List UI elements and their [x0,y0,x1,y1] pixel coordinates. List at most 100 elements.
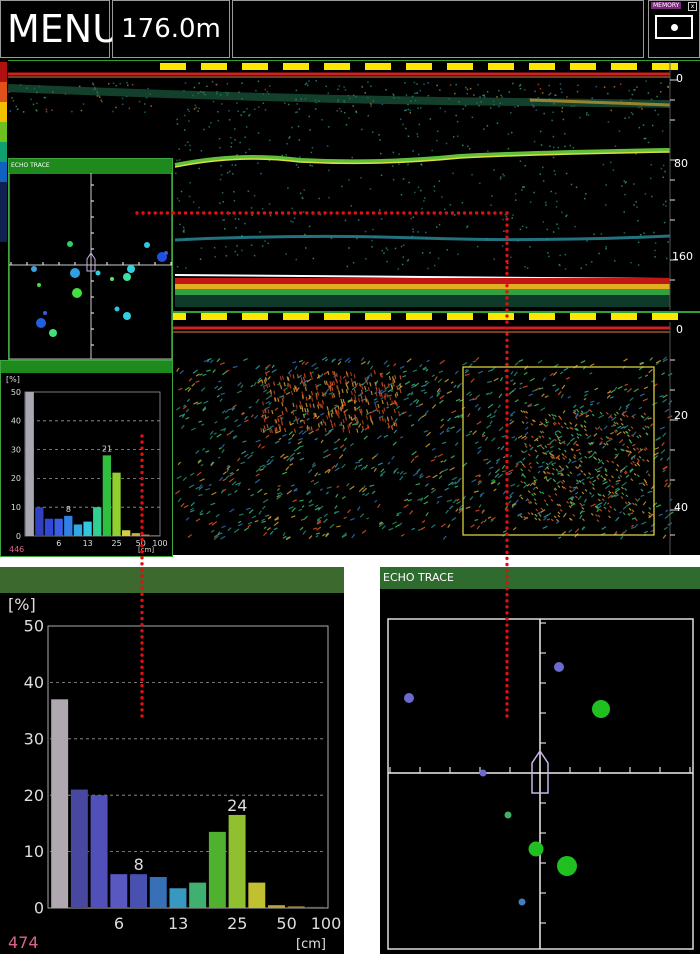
echo-trace-plot [380,589,700,954]
scale-dash [611,313,637,320]
histogram-bar [54,518,63,536]
scale-dash [570,63,596,70]
scale-dash [488,63,514,70]
scale-line-lower [160,313,678,320]
scale-dash [529,63,555,70]
range-display[interactable]: 176.0m [112,0,230,58]
small-echo-trace-panel: ECHO TRACE [8,158,173,360]
x-tick-label: 100 [311,914,342,933]
histogram-bar [64,515,73,536]
scale-dash [201,63,227,70]
y-tick-label: 50 [11,388,21,397]
boat-icon [531,749,549,794]
histogram-bar [110,874,128,908]
scale-line-upper [160,63,678,70]
scale-dash [447,313,473,320]
echo-trace-title: ECHO TRACE [380,567,700,589]
y-tick-label: 10 [24,842,44,861]
record-dot-icon [671,24,678,31]
echo-trace-panel: ECHO TRACE [380,567,700,954]
histogram-bar [102,455,112,536]
histogram-bar [268,905,285,908]
scale-dash [652,313,678,320]
scale-dash [365,63,391,70]
depth-scale [670,79,678,536]
histogram-bar [25,392,34,536]
big-hist-y-unit: [%] [8,595,36,614]
y-tick-label: 0 [16,532,21,541]
y-tick-label: 20 [11,474,21,483]
memory-button[interactable] [655,15,693,39]
histogram-bars [51,699,325,908]
histogram-bar [141,534,150,536]
histogram-bar [307,906,325,908]
menu-button[interactable]: MENU [0,0,120,58]
small-size-histogram-panel: [%] 50 40 30 20 10 0 6 13 25 50 100 [cm] 446 8 21 [0,360,173,557]
scale-dash [488,313,514,320]
close-icon[interactable]: x [688,2,697,11]
scale-dash [447,63,473,70]
scale-dash [406,313,432,320]
scale-dash [160,63,186,70]
y-tick-label: 10 [11,503,21,512]
big-hist-count: 474 [8,933,39,952]
zoom-box[interactable] [462,366,655,536]
y-tick-label: 30 [11,445,21,454]
depth-label-upper-160: 160 [672,250,693,263]
scale-dash [652,63,678,70]
status-panel [232,0,644,58]
scale-dash [324,63,350,70]
scale-dash [242,63,268,70]
lower-echogram [160,313,678,555]
x-tick-label: 13 [168,914,188,933]
callout-lines [135,211,509,718]
scale-dash [201,313,227,320]
depth-label-lower-0: 0 [676,323,683,336]
scale-dash [529,313,555,320]
x-tick-label: 6 [114,914,124,933]
histogram-bar [189,882,207,908]
big-hist-x-unit: [cm] [296,937,326,952]
depth-label-lower-40: 40 [674,501,688,514]
histogram-bar [90,795,108,908]
y-tick-label: 20 [24,786,44,805]
x-tick-label: 25 [227,914,247,933]
histogram-bar [248,882,266,908]
scale-dash [242,313,268,320]
scale-dash [365,313,391,320]
histogram-bar [287,906,305,908]
scale-dash [283,313,309,320]
scale-dash [324,313,350,320]
depth-label-upper-0: 0 [676,72,683,85]
histogram-bar [130,874,147,908]
histogram-bar [169,888,187,908]
upper-echogram [7,60,700,313]
small-histogram-titlebar [1,361,172,373]
histogram-bar [228,814,246,908]
bar-peak-label: 8 [134,855,144,874]
small-hist-y-unit: [%] [6,375,20,384]
color-scale-bar [0,62,7,242]
memory-panel: MEMORY x [648,0,700,58]
small-hist-x-unit: [cm] [138,546,154,554]
histogram-bar [149,876,167,908]
histogram-bar [112,472,121,536]
y-tick-label: 50 [24,617,44,636]
x-tick-label: 6 [56,539,61,548]
small-echo-trace-plot [9,173,172,359]
depth-label-lower-20: 20 [674,409,688,422]
y-tick-label: 30 [24,729,44,748]
small-histogram-bars [25,392,160,536]
x-tick-label: 25 [112,539,122,548]
x-tick-label: 50 [136,539,146,548]
histogram-bar [208,831,226,908]
bar-peak-label: 21 [102,444,112,453]
x-tick-label: 100 [152,539,167,548]
histogram-bar [131,533,140,536]
histogram-bar [35,507,44,536]
depth-label-upper-80: 80 [674,157,688,170]
scale-dash [160,313,186,320]
